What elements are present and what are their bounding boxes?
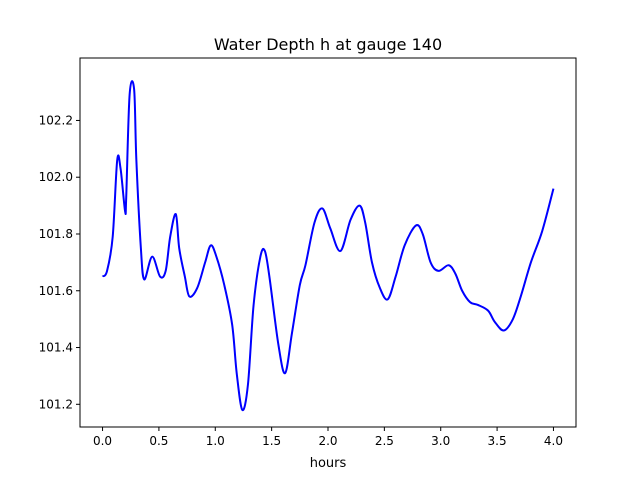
x-tick-label: 0.0	[93, 434, 112, 448]
chart-title: Water Depth h at gauge 140	[214, 35, 442, 54]
series-line-h	[101, 80, 555, 412]
x-tick-label: 2.0	[318, 434, 337, 448]
x-tick-label: 3.0	[431, 434, 450, 448]
y-tick-label: 101.8	[39, 227, 73, 241]
x-tick-label: 1.5	[262, 434, 281, 448]
x-tick-label: 1.0	[206, 434, 225, 448]
x-axis-label: hours	[310, 456, 347, 471]
y-tick-label: 101.4	[39, 341, 73, 355]
x-tick-label: 2.5	[375, 434, 394, 448]
x-tick-label: 0.5	[149, 434, 168, 448]
x-tick-label: 4.0	[544, 434, 563, 448]
x-tick-label: 3.5	[488, 434, 507, 448]
plot-frame	[79, 57, 577, 428]
y-tick-label: 101.2	[39, 397, 73, 411]
y-tick-label: 101.6	[39, 284, 73, 298]
y-tick-label: 102.2	[39, 113, 73, 127]
y-tick-label: 102.0	[39, 170, 73, 184]
